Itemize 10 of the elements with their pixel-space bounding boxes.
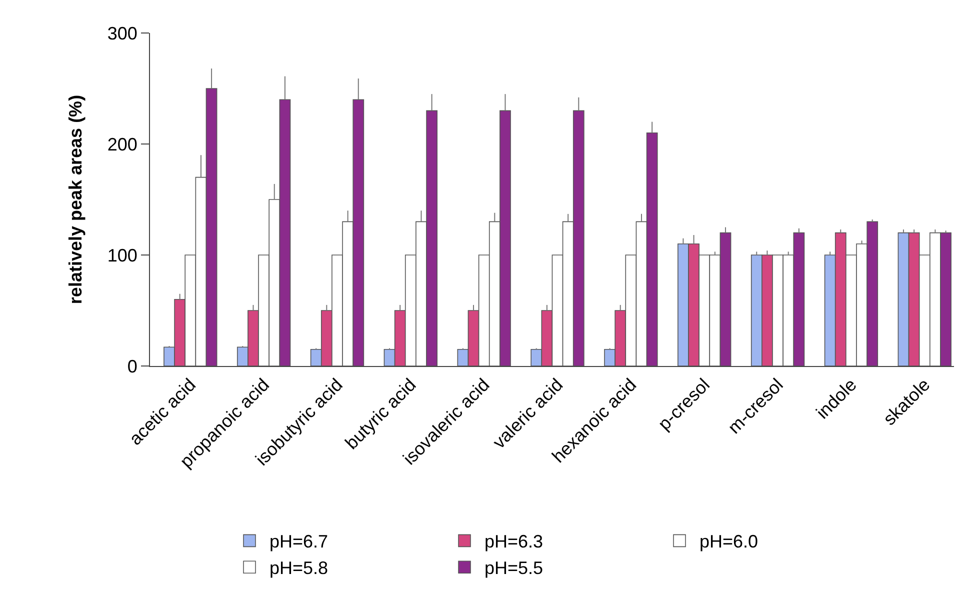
y-axis-title: relatively peak areas (%)	[66, 94, 86, 304]
legend-label: pH=5.5	[484, 558, 544, 578]
legend-label: pH=6.3	[484, 532, 544, 552]
legend-label: pH=6.7	[270, 532, 328, 552]
legend-label: pH=5.8	[270, 558, 328, 578]
y-tick-label: 300	[107, 23, 138, 44]
y-tick-label: 200	[107, 134, 138, 154]
y-tick-label: 100	[107, 245, 138, 266]
y-tick-label: 0	[127, 356, 138, 376]
legend-label: pH=6.0	[700, 532, 758, 552]
